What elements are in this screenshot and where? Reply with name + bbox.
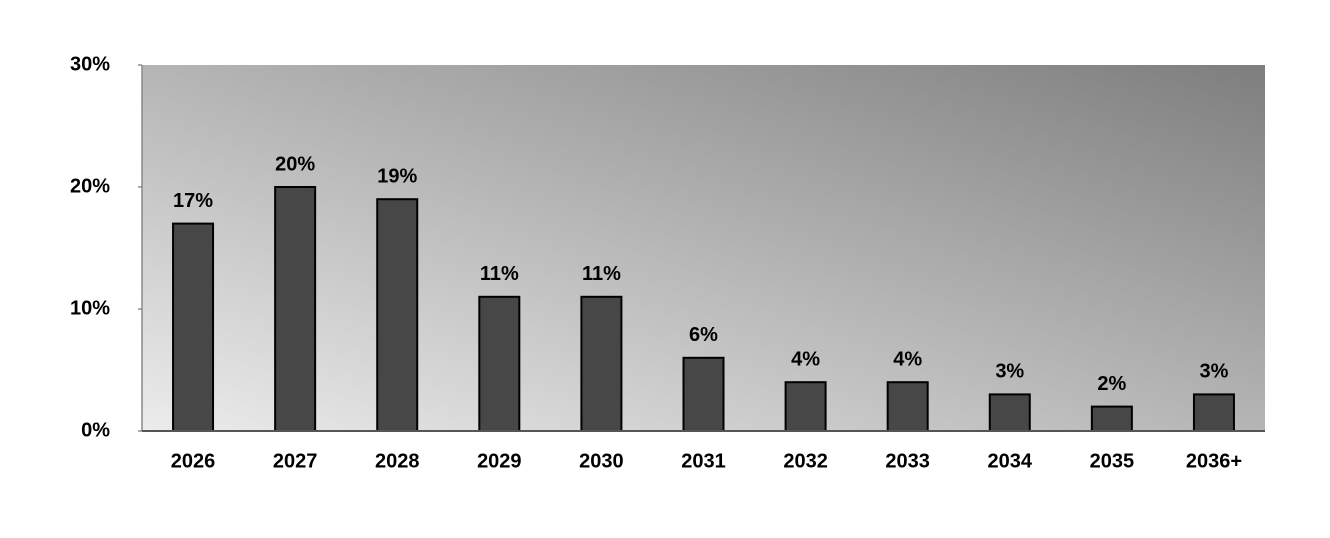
value-label: 11%	[480, 263, 519, 285]
x-tick-label: 2031	[681, 450, 726, 472]
value-label: 4%	[893, 348, 922, 370]
bar	[886, 381, 929, 433]
x-tick-label: 2027	[273, 450, 318, 472]
x-tick-label: 2030	[579, 450, 624, 472]
value-label: 3%	[1200, 361, 1229, 383]
bar	[580, 295, 623, 432]
bar	[172, 222, 215, 432]
x-tick-label: 2033	[885, 450, 930, 472]
value-label: 3%	[995, 361, 1024, 383]
value-label: 17%	[173, 190, 213, 212]
y-tick-label: 20%	[70, 175, 110, 197]
value-label: 11%	[582, 263, 621, 285]
bar	[376, 198, 419, 432]
x-tick-label: 2028	[375, 450, 420, 472]
x-tick-label: 2026	[171, 450, 216, 472]
bar	[988, 393, 1031, 432]
y-tick-label: 30%	[70, 53, 110, 75]
value-label: 19%	[377, 165, 417, 187]
x-tick-label: 2035	[1090, 450, 1135, 472]
y-tick-label: 10%	[70, 297, 110, 319]
x-tick-label: 2034	[988, 450, 1033, 472]
bar	[682, 356, 725, 432]
x-tick-label: 2032	[783, 450, 828, 472]
bar	[478, 295, 521, 432]
value-label: 2%	[1097, 373, 1126, 395]
bar	[784, 381, 827, 433]
value-label: 6%	[689, 324, 718, 346]
bar	[274, 186, 317, 432]
value-label: 4%	[791, 348, 820, 370]
y-tick-label: 0%	[81, 419, 110, 441]
value-label: 20%	[275, 153, 315, 175]
bar	[1192, 393, 1235, 432]
x-tick-label: 2036+	[1186, 450, 1242, 472]
bar	[1090, 405, 1133, 433]
x-tick-label: 2029	[477, 450, 522, 472]
